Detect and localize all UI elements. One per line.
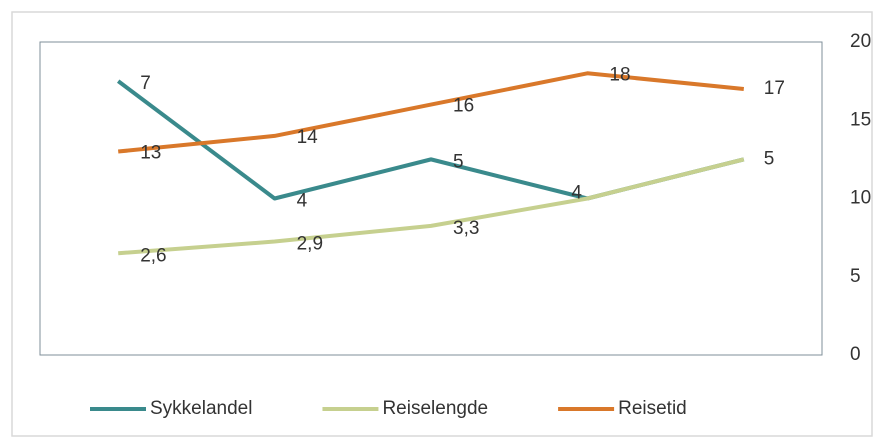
data-label: 5 [764, 148, 775, 169]
y2-tick-label: 5 [850, 266, 861, 287]
data-label: 4 [571, 183, 582, 204]
data-label: 13 [140, 143, 161, 164]
series-line [118, 71, 744, 154]
y2-tick-label: 15 [850, 109, 871, 130]
data-label: 18 [609, 64, 630, 85]
series-line [118, 157, 745, 256]
plot-area [39, 41, 823, 356]
data-label: 2,9 [297, 234, 323, 255]
data-label: 17 [764, 78, 785, 99]
y2-tick-label: 10 [850, 188, 871, 209]
data-label: 4 [297, 191, 308, 212]
data-label: 16 [453, 96, 474, 117]
y2-tick-label: 20 [850, 31, 871, 52]
data-label: 5 [453, 151, 464, 172]
legend-label: Reisetid [618, 398, 687, 419]
legend-label: Sykkelandel [150, 398, 252, 419]
data-label: 14 [297, 127, 319, 148]
data-label: 3,3 [453, 218, 479, 239]
data-label: 2,6 [140, 245, 166, 266]
legend-label: Reiselengde [382, 398, 488, 419]
y2-tick-label: 0 [850, 344, 861, 365]
data-label: 7 [140, 73, 151, 94]
